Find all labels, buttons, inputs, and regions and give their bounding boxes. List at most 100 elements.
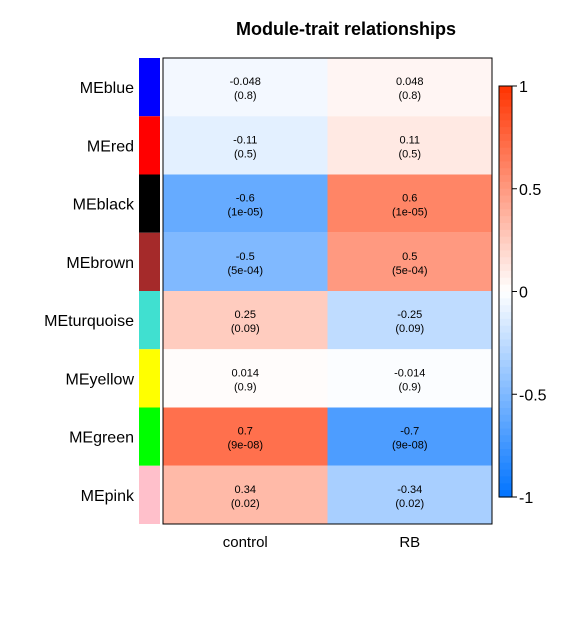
- colorbar-slice: [499, 188, 512, 197]
- module-color-MEblack: [139, 174, 160, 233]
- row-label: MEred: [87, 138, 134, 155]
- cell-pvalue-label: (0.02): [395, 498, 424, 510]
- cell-pvalue-label: (0.09): [395, 323, 424, 335]
- colorbar-slice: [499, 360, 512, 368]
- colorbar-tick-label: 0.5: [519, 182, 541, 199]
- column-label: RB: [399, 534, 420, 551]
- row-label: MEblue: [80, 80, 134, 97]
- colorbar-slice: [499, 332, 512, 341]
- cell-correlation-label: -0.048: [230, 76, 261, 88]
- heatmap-cell: [163, 116, 328, 175]
- colorbar-slice: [499, 86, 512, 94]
- row-label: MEpink: [81, 488, 135, 505]
- heatmap-cell: [327, 58, 492, 117]
- cell-pvalue-label: (0.9): [234, 381, 257, 393]
- colorbar-tick-label: -1: [519, 490, 533, 507]
- colorbar-slice: [499, 373, 512, 382]
- plot-frame: [162, 57, 493, 525]
- heatmap-cell: [327, 232, 492, 291]
- colorbar-tick-label: -0.5: [519, 387, 547, 404]
- module-color-MEbrown: [139, 232, 160, 291]
- colorbar-slice: [499, 284, 512, 293]
- colorbar-slice: [499, 223, 512, 231]
- colorbar-slice: [499, 353, 512, 361]
- colorbar-slice: [499, 229, 512, 238]
- heatmap-cell: [163, 174, 328, 233]
- colorbar-slice: [499, 435, 512, 443]
- colorbar-slice: [499, 366, 512, 375]
- heatmap-cell: [327, 291, 492, 350]
- module-color-MEyellow: [139, 349, 160, 408]
- row-labels: MEblue MEred MEblack MEbrown MEturquoise MEye…: [44, 80, 135, 505]
- colorbar-slice: [499, 209, 512, 217]
- heatmap-cell: [327, 116, 492, 175]
- colorbar: 1 0.5 0 -0.5 -1: [498, 79, 547, 507]
- cell-correlation-label: 0.34: [235, 484, 256, 496]
- colorbar-slice: [499, 380, 512, 388]
- colorbar-slice: [499, 154, 512, 162]
- colorbar-slice: [499, 120, 512, 128]
- cell-pvalue-label: (0.9): [398, 381, 421, 393]
- colorbar-slice: [499, 462, 512, 471]
- cell-correlation-label: 0.014: [231, 367, 259, 379]
- colorbar-tick-label: 1: [519, 79, 528, 96]
- colorbar-slice: [499, 312, 512, 320]
- colorbar-slice: [499, 455, 512, 464]
- cell-pvalue-label: (0.8): [398, 90, 421, 102]
- heatmap-cell: [327, 407, 492, 466]
- colorbar-slice: [499, 243, 512, 251]
- cell-pvalue-label: (9e-08): [228, 440, 263, 452]
- cell-pvalue-label: (0.5): [234, 148, 257, 160]
- colorbar-slice: [499, 483, 512, 491]
- cell-correlation-label: -0.11: [233, 134, 257, 146]
- colorbar-slice: [499, 428, 512, 436]
- colorbar-slice: [499, 250, 512, 258]
- module-color-MEpink: [139, 465, 160, 524]
- cell-correlation-label: 0.11: [399, 134, 420, 146]
- chart-title: Module-trait relationships: [236, 19, 456, 39]
- colorbar-slice: [499, 339, 512, 347]
- row-label: MEyellow: [66, 371, 135, 388]
- cell-correlation-label: 0.048: [396, 76, 424, 88]
- cell-pvalue-label: (1e-05): [228, 207, 263, 219]
- colorbar-slice: [499, 161, 512, 169]
- colorbar-slice: [499, 476, 512, 484]
- cell-pvalue-label: (1e-05): [392, 207, 427, 219]
- cell-correlation-label: -0.7: [400, 426, 419, 438]
- colorbar-slice: [499, 92, 512, 101]
- heatmap-cell: [163, 349, 328, 408]
- colorbar-slice: [499, 202, 512, 210]
- colorbar-slice: [499, 168, 512, 176]
- heatmap-cell: [163, 291, 328, 350]
- cell-correlation-label: -0.25: [397, 309, 422, 321]
- colorbar-slice: [499, 257, 512, 265]
- colorbar-slice: [499, 291, 512, 299]
- heatmap-cell: [163, 407, 328, 466]
- colorbar-slice: [499, 99, 512, 108]
- module-color-MEred: [139, 116, 160, 175]
- colorbar-slice: [499, 175, 512, 183]
- colorbar-slice: [499, 490, 512, 498]
- cell-pvalue-label: (9e-08): [392, 440, 427, 452]
- colorbar-slice: [499, 414, 512, 423]
- row-label: MEblack: [73, 197, 135, 214]
- colorbar-slice: [499, 387, 512, 395]
- column-labels: control RB: [223, 534, 420, 551]
- cell-correlation-label: 0.5: [402, 251, 417, 263]
- cell-correlation-label: 0.6: [402, 193, 417, 205]
- colorbar-tick-label: 0: [519, 285, 528, 302]
- cell-correlation-label: -0.5: [236, 251, 255, 263]
- colorbar-slice: [499, 407, 512, 416]
- colorbar-slice: [499, 305, 512, 313]
- heatmap-cell: [327, 174, 492, 233]
- colorbar-slice: [499, 277, 512, 286]
- colorbar-slice: [499, 236, 512, 245]
- cell-pvalue-label: (5e-04): [392, 265, 427, 277]
- row-label: MEgreen: [69, 430, 134, 447]
- colorbar-slice: [499, 195, 512, 204]
- heatmap-cell: [163, 58, 328, 117]
- colorbar-slice: [499, 147, 512, 156]
- colorbar-slice: [499, 127, 512, 135]
- cell-correlation-label: -0.34: [397, 484, 422, 496]
